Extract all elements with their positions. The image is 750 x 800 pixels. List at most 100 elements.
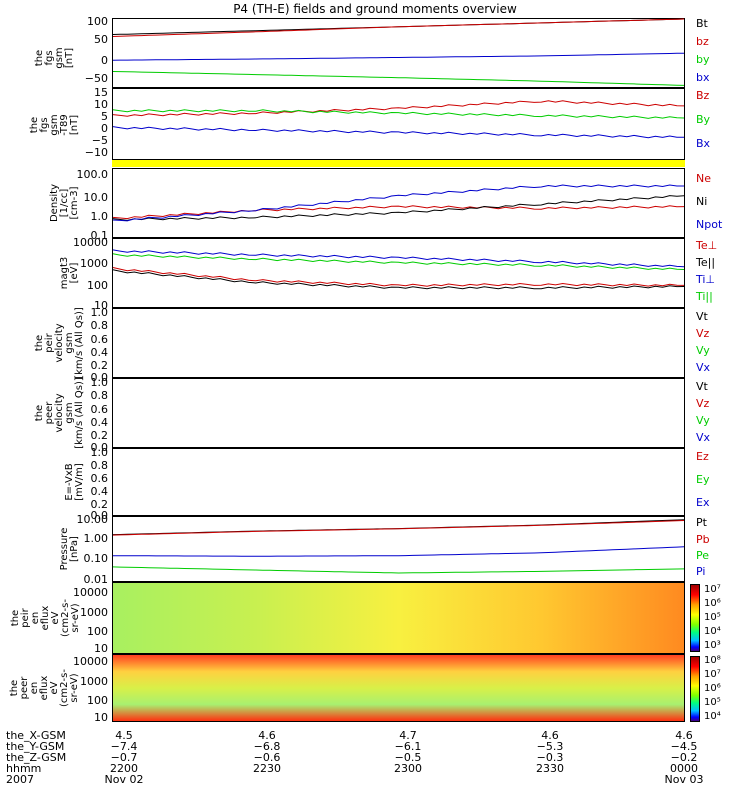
footer-value: −0.3	[536, 751, 564, 764]
series-line-Te	[112, 267, 685, 287]
density-panel	[112, 168, 685, 238]
footer-row-label: hhmm	[6, 762, 42, 775]
legend-entry: By	[696, 113, 711, 126]
legend-entry: Ti⊥	[696, 273, 716, 286]
peir-spectrogram-panel	[112, 582, 685, 654]
y-tick: 0.2	[90, 429, 109, 442]
peir-colorbar	[690, 584, 700, 652]
colorbar-label: 10⁷	[704, 584, 721, 595]
y-tick: 5	[101, 110, 108, 123]
footer-value: 4.7	[399, 729, 417, 742]
y-tick: 10.00	[76, 513, 109, 526]
series-line-bz	[112, 18, 685, 37]
temp-panel	[112, 238, 685, 308]
y-tick: 10	[94, 299, 108, 312]
y-tick: 100	[87, 694, 108, 707]
legend-entry: by	[696, 53, 710, 66]
legend-entry: Ti||	[696, 290, 713, 303]
series-line-Ti	[112, 253, 685, 270]
legend-entry: Npot	[696, 218, 723, 231]
y-tick: 0.0	[90, 509, 109, 522]
footer-value: −4.5	[670, 740, 698, 753]
chart-title: P4 (TH-E) fields and ground moments over…	[233, 2, 517, 16]
series-line-Pb	[112, 520, 685, 536]
y-tick: −10	[84, 146, 108, 159]
footer-value: −0.2	[670, 751, 698, 764]
series-line-Pt	[112, 519, 685, 536]
footer-row-label: the_X-GSM	[6, 729, 66, 742]
y-tick: 10	[94, 711, 108, 724]
colorbar-label: 10⁵	[704, 697, 721, 708]
y-tick: 100.0	[76, 168, 109, 181]
y-tick: 0.4	[90, 346, 109, 359]
footer-column: 4.7 −6.1 −0.5 2300	[378, 730, 438, 774]
y-tick: 100	[87, 279, 108, 292]
y-tick: 1.0	[90, 446, 109, 459]
yellow-bar	[112, 160, 685, 167]
series-line-Te	[112, 269, 685, 290]
colorbar-label: 10⁸	[704, 655, 721, 666]
y-tick: 0.8	[90, 459, 109, 472]
legend-entry: Pt	[696, 516, 707, 529]
legend-entry: Vy	[696, 344, 710, 357]
y-tick: 10000	[73, 236, 108, 249]
series-line-Pe	[112, 566, 685, 574]
fgs-t89-panel	[112, 88, 685, 160]
series-line-Ne	[112, 205, 685, 220]
y-tick: 1000	[80, 606, 108, 619]
legend-entry: Te⊥	[696, 239, 718, 252]
legend-entry: Pb	[696, 533, 710, 546]
y-tick: 0.2	[90, 359, 109, 372]
legend-entry: Vx	[696, 431, 711, 444]
colorbar-label: 10⁶	[704, 683, 721, 694]
y-tick: 10	[94, 98, 108, 111]
legend-entry: Vy	[696, 414, 710, 427]
series-line-Ti	[112, 249, 685, 268]
ylabel-line: [nPa]	[69, 536, 80, 562]
footer-value: 4.6	[541, 729, 559, 742]
y-tick: 50	[94, 33, 108, 46]
series-line-Bx	[112, 126, 685, 139]
y-tick: 10	[94, 642, 108, 655]
legend-entry: Te||	[696, 256, 716, 269]
footer-column: 4.6 −6.8 −0.6 2230	[237, 730, 297, 774]
series-line-Ni	[112, 195, 685, 221]
footer-value: Nov 03	[664, 773, 704, 786]
footer-value: −0.5	[394, 751, 422, 764]
y-tick: −50	[84, 72, 108, 85]
legend-entry: Ni	[696, 195, 708, 208]
y-tick: 0.6	[90, 472, 109, 485]
y-tick: 1.0	[90, 376, 109, 389]
colorbar-label: 10³	[704, 640, 721, 651]
legend-entry: Vt	[696, 310, 708, 323]
footer-value: −6.8	[253, 740, 281, 753]
footer-column: 4.6 −5.3 −0.3 2330	[520, 730, 580, 774]
y-tick: 0.4	[90, 485, 109, 498]
y-tick: 1000	[80, 675, 108, 688]
legend-entry: Pe	[696, 549, 710, 562]
y-tick: 1000	[80, 257, 108, 270]
footer-row-label: 2007	[6, 773, 34, 786]
footer-value: −0.6	[253, 751, 281, 764]
footer-value: 2230	[253, 762, 281, 775]
series-line-bx	[112, 71, 685, 86]
peer-colorbar	[690, 656, 700, 722]
legend-entry: Bt	[696, 17, 708, 30]
legend-entry: Bz	[696, 89, 710, 102]
peer-spectrogram-panel	[112, 654, 685, 722]
legend-entry: Ey	[696, 473, 710, 486]
footer-value: 4.6	[258, 729, 276, 742]
legend-entry: Vt	[696, 380, 708, 393]
legend-entry: Ex	[696, 496, 710, 509]
series-line-Pi	[113, 546, 685, 557]
footer-column: 4.5 −7.4 −0.7 2200 Nov 02	[94, 730, 154, 785]
legend-entry: Bx	[696, 137, 711, 150]
y-tick: 0.01	[83, 573, 109, 586]
peer-velocity-panel	[112, 378, 685, 448]
y-tick: 100	[87, 15, 108, 28]
pressure-ylabel: Pressure [nPa]	[59, 519, 80, 579]
temp-ylabel: magt3 [eV]	[59, 243, 80, 303]
legend-entry: Vz	[696, 327, 710, 340]
y-tick: −5	[91, 134, 108, 147]
